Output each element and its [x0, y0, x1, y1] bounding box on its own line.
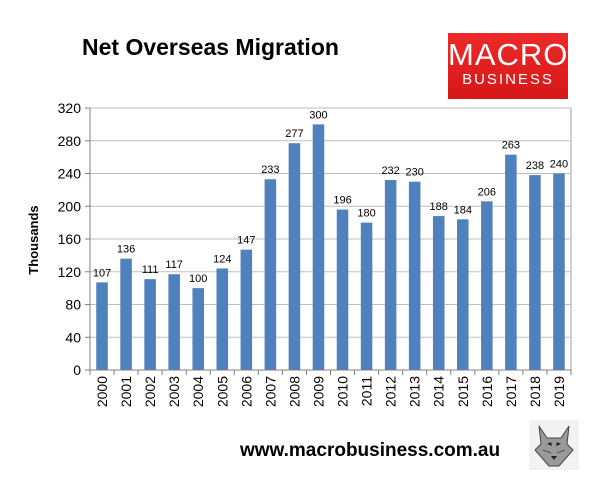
data-label-2008: 277	[285, 128, 303, 140]
bar-2001	[120, 258, 132, 370]
data-label-2015: 184	[454, 204, 472, 216]
x-axis-ticks: 2000 2001 2002 2003 2004 2005 2006 2007 2008 2009…	[89, 369, 572, 407]
data-label-2002: 111	[142, 264, 159, 276]
logo-line-business: BUSINESS	[462, 71, 554, 88]
macrobusiness-logo: MACRO BUSINESS	[448, 33, 568, 99]
x-tick-label-2005: 2005	[214, 376, 230, 407]
x-tick-label-2006: 2006	[238, 376, 254, 407]
bar-2015	[457, 219, 469, 370]
bar-2003	[168, 274, 180, 370]
x-tick-label-2010: 2010	[335, 376, 351, 407]
data-label-2019: 240	[550, 159, 568, 171]
data-label-2018: 238	[526, 160, 544, 172]
x-tick-label-2000: 2000	[94, 376, 110, 407]
x-tick-label-2012: 2012	[383, 376, 399, 407]
bar-2012	[384, 180, 397, 370]
x-tick-label-2014: 2014	[431, 376, 447, 407]
data-label-2006: 147	[237, 235, 255, 247]
x-tick-label-2015: 2015	[455, 376, 471, 407]
data-label-2010: 196	[333, 195, 351, 207]
data-label-2004: 100	[189, 273, 207, 285]
bar-2010	[336, 209, 349, 370]
chart-title: Net Overseas Migration	[82, 34, 339, 60]
x-tick-label-2004: 2004	[190, 376, 206, 407]
x-tick-label-2018: 2018	[527, 376, 543, 407]
bar-chart: 107 136 111 117 100 124 147 233 277 300 196 180 232 2…	[26, 100, 572, 407]
y-tick-label: 80	[65, 297, 81, 313]
data-label-2003: 117	[165, 259, 183, 271]
data-label-2009: 300	[309, 109, 327, 121]
bar-2008	[288, 143, 301, 370]
y-tick-label: 240	[58, 166, 82, 182]
x-tick-label-2002: 2002	[142, 376, 158, 407]
bar-2007	[264, 179, 277, 370]
y-tick-label: 280	[58, 133, 82, 149]
x-tick-label-2019: 2019	[551, 376, 567, 407]
y-tick-label: 160	[58, 231, 82, 247]
data-label-2007: 233	[261, 164, 279, 176]
y-axis-label: Thousands	[26, 205, 41, 274]
bar-2000	[96, 282, 108, 370]
bars	[96, 124, 565, 370]
bar-2016	[481, 201, 493, 370]
logo-line-macro: MACRO	[448, 37, 569, 72]
data-label-2016: 206	[478, 186, 496, 198]
x-tick-label-2008: 2008	[286, 376, 302, 407]
x-tick-label-2017: 2017	[503, 376, 519, 407]
y-axis-ticks: 0 40 80 120 160 200 240 280 320	[58, 100, 91, 378]
bar-2017	[505, 154, 517, 370]
data-label-2014: 188	[430, 201, 448, 213]
bar-2011	[360, 222, 373, 370]
y-tick-label: 200	[58, 198, 82, 214]
data-label-2012: 232	[381, 165, 399, 177]
y-tick-label: 120	[58, 264, 82, 280]
data-label-2001: 136	[117, 244, 135, 256]
bar-2004	[192, 288, 204, 370]
bar-2019	[553, 173, 565, 370]
x-tick-label-2009: 2009	[310, 376, 326, 407]
data-label-2005: 124	[213, 253, 231, 265]
bar-2014	[432, 216, 445, 370]
website-url: www.macrobusiness.com.au	[240, 440, 501, 461]
bar-2018	[529, 175, 541, 370]
wolf-mascot-icon	[529, 420, 579, 470]
bar-2002	[144, 279, 156, 370]
data-label-2000: 107	[93, 267, 111, 279]
bar-2005	[216, 268, 229, 370]
x-tick-label-2011: 2011	[359, 376, 375, 406]
y-tick-label: 320	[58, 100, 82, 116]
y-tick-label: 0	[73, 362, 81, 378]
data-labels: 107 136 111 117 100 124 147 233 277 300 196 180 232 2…	[93, 109, 568, 285]
bar-2009	[312, 124, 325, 370]
x-tick-label-2016: 2016	[479, 376, 495, 407]
x-tick-label-2003: 2003	[166, 376, 182, 407]
data-label-2013: 230	[405, 167, 423, 179]
x-tick-label-2001: 2001	[118, 376, 134, 407]
y-tick-label: 40	[65, 329, 81, 345]
grid-lines	[89, 107, 572, 371]
data-label-2011: 180	[357, 208, 375, 220]
x-tick-label-2007: 2007	[262, 376, 278, 407]
x-tick-label-2013: 2013	[407, 376, 423, 407]
bar-2013	[408, 181, 421, 370]
data-label-2017: 263	[502, 140, 520, 152]
bar-2006	[240, 249, 253, 370]
